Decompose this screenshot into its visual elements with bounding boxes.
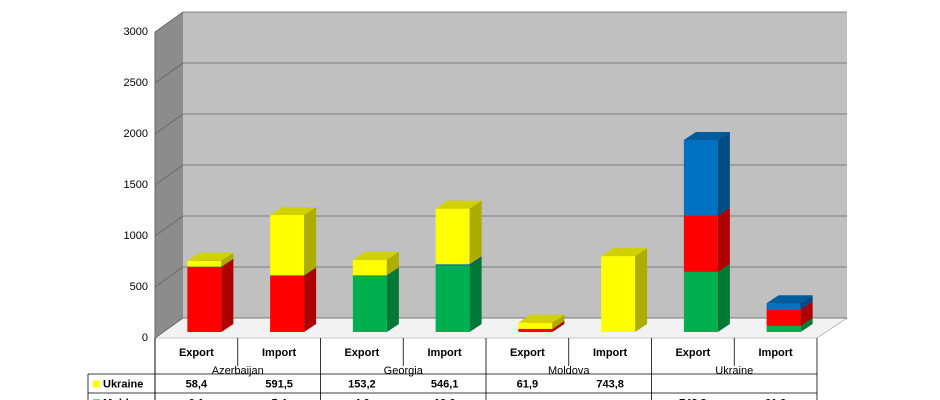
bar-segment <box>601 256 636 332</box>
bar-side <box>469 200 482 265</box>
bar-segment <box>518 328 553 332</box>
y-tick-label: 2500 <box>124 77 148 89</box>
y-tick-label: 2000 <box>124 128 148 140</box>
category-label: Import <box>593 347 628 359</box>
bar-side <box>635 248 648 332</box>
bar-side <box>221 258 234 267</box>
category-label: Export <box>675 347 710 359</box>
group-label: Azerbaijan <box>212 365 264 377</box>
table-value: 0,1 <box>189 397 204 400</box>
bar-side <box>221 258 234 332</box>
table-value: 61,9 <box>517 378 538 390</box>
bar-segment <box>187 266 222 332</box>
table-value: 153,2 <box>348 378 376 390</box>
y-tick-label: 1000 <box>124 230 148 242</box>
bar-segment <box>683 139 718 216</box>
y-tick-label: 500 <box>130 281 148 293</box>
group-label: Ukraine <box>715 365 753 377</box>
bar-top <box>352 251 399 260</box>
table-value: 4,6 <box>354 397 369 400</box>
grid-line <box>154 11 184 33</box>
bar-segment <box>187 260 222 267</box>
bar-segment <box>270 275 305 276</box>
bar-top <box>187 252 234 261</box>
bar-segment <box>518 322 553 329</box>
category-label: Export <box>179 347 214 359</box>
bar-side <box>552 320 565 332</box>
bar-segment <box>352 275 387 332</box>
bar-segment <box>270 215 305 276</box>
table-value: 742,8 <box>679 397 707 400</box>
bar-segment <box>766 309 801 326</box>
group-label: Georgia <box>384 365 424 377</box>
grid-line <box>154 266 184 288</box>
bar-side <box>800 295 813 310</box>
bar-segment <box>683 271 718 332</box>
bar-top <box>766 295 813 304</box>
bar-top <box>683 131 730 140</box>
y-tick-label: 0 <box>142 332 148 344</box>
bar-segment <box>352 259 387 276</box>
table-value: 58,4 <box>186 378 208 390</box>
bar-side <box>304 207 317 276</box>
bar-side <box>304 267 317 276</box>
category-label: Export <box>510 347 545 359</box>
y-tick-label: 3000 <box>124 26 148 38</box>
bar-side <box>469 256 482 266</box>
bar-top <box>601 248 648 257</box>
bar-side <box>717 263 730 332</box>
bar-segment <box>435 264 470 266</box>
grid-line <box>154 62 184 84</box>
bar-top <box>270 207 317 216</box>
bar-side <box>469 257 482 332</box>
data-table: Export Import Export Import Export Import Expo… <box>87 338 818 400</box>
bar-side <box>386 267 399 276</box>
bar-side <box>717 207 730 272</box>
table-value: 591,5 <box>265 378 293 390</box>
bar-segment <box>683 215 718 272</box>
bar-side <box>800 301 813 326</box>
bar-segment <box>435 265 470 332</box>
bar-side <box>717 131 730 216</box>
legend-label: Ukraine <box>103 378 143 390</box>
bar-segment <box>270 275 305 332</box>
category-label: Import <box>262 347 297 359</box>
bar-segment <box>766 325 801 332</box>
category-label: Import <box>428 347 463 359</box>
bar-side <box>386 251 399 276</box>
table-value: 743,8 <box>596 378 624 390</box>
legend-label: Moldova <box>103 397 148 400</box>
bar-side <box>386 267 399 332</box>
legend-swatch <box>93 380 100 388</box>
grid-line <box>154 164 184 186</box>
table-value: 61,9 <box>765 397 786 400</box>
grid-line <box>154 215 184 237</box>
bar-side <box>552 314 565 329</box>
table-value: 13,6 <box>434 397 455 400</box>
bar-side <box>304 267 317 332</box>
bars <box>187 131 813 332</box>
grid-line <box>154 317 184 339</box>
grid-line <box>154 113 184 135</box>
bar-side <box>800 317 813 332</box>
group-label: Moldova <box>548 365 590 377</box>
category-label: Import <box>759 347 794 359</box>
bar-segment <box>435 208 470 265</box>
table-value: 5,4 <box>271 397 287 400</box>
y-tick-label: 1500 <box>124 179 148 191</box>
bar-top <box>435 200 482 209</box>
category-label: Export <box>344 347 379 359</box>
floor <box>154 317 848 339</box>
bar-side <box>221 252 234 267</box>
bar-top <box>518 314 565 323</box>
bar-segment <box>766 303 801 310</box>
table-value: 546,1 <box>431 378 459 390</box>
